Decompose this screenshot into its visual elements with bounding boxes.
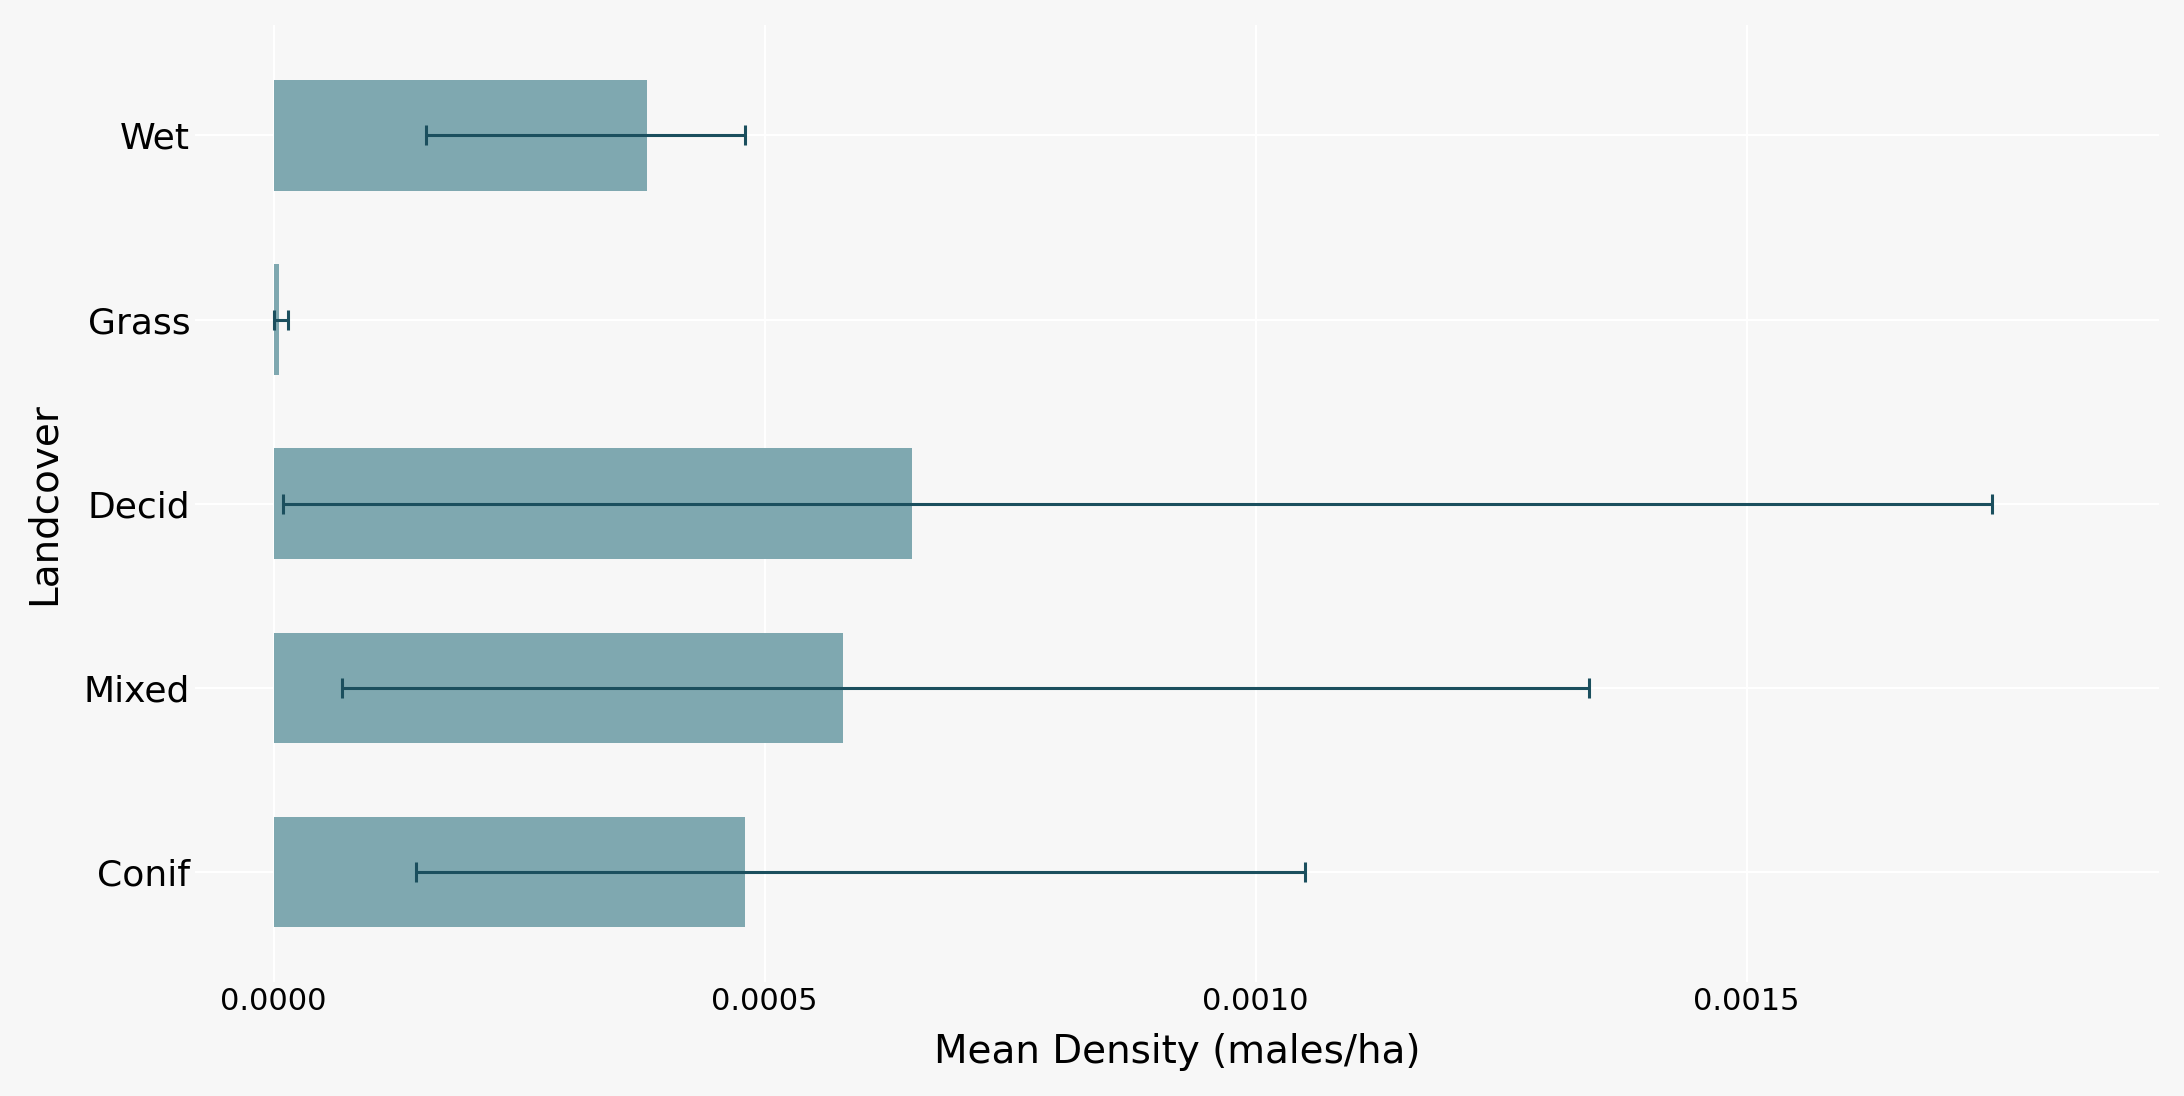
Bar <box>273 817 745 927</box>
X-axis label: Mean Density (males/ha): Mean Density (males/ha) <box>935 1034 1420 1071</box>
Bar <box>273 264 280 375</box>
Y-axis label: Landcover: Landcover <box>24 402 63 605</box>
Bar <box>273 80 646 191</box>
Bar <box>273 448 913 559</box>
Bar <box>273 632 843 743</box>
